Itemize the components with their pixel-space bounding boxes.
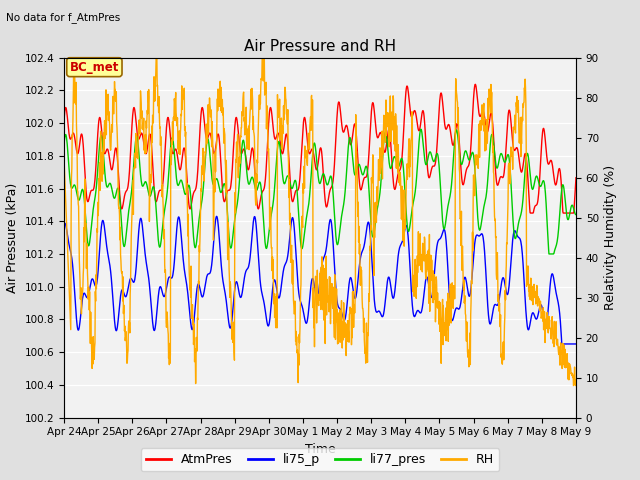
Text: No data for f_AtmPres: No data for f_AtmPres xyxy=(6,12,121,23)
X-axis label: Time: Time xyxy=(305,443,335,456)
Y-axis label: Relativity Humidity (%): Relativity Humidity (%) xyxy=(604,165,618,310)
Y-axis label: Air Pressure (kPa): Air Pressure (kPa) xyxy=(6,182,19,293)
Title: Air Pressure and RH: Air Pressure and RH xyxy=(244,39,396,54)
Legend: AtmPres, li75_p, li77_pres, RH: AtmPres, li75_p, li77_pres, RH xyxy=(141,448,499,471)
Text: BC_met: BC_met xyxy=(70,60,119,74)
